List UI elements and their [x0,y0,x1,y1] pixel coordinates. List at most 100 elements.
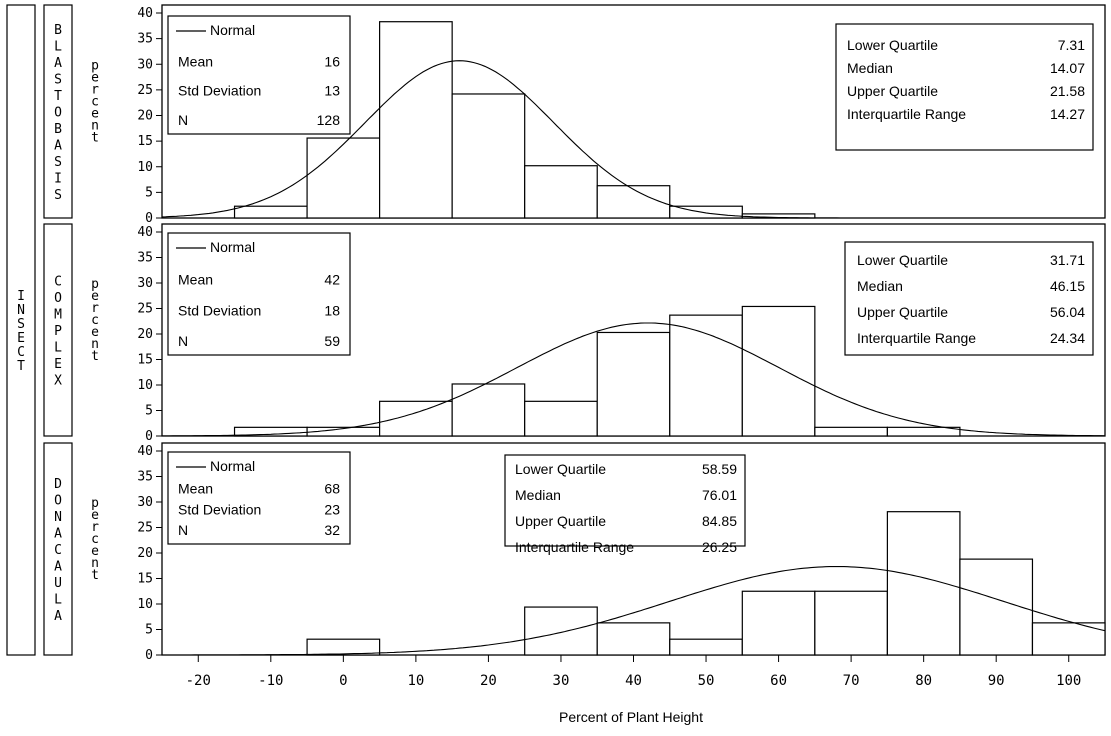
y-axis-label-letter: c [91,95,99,110]
panel-blastobasis: BLASTOBASISpercent0510152025303540Normal… [43,4,1106,226]
group-label-letter: A [54,609,62,624]
group-label-letter: S [54,73,62,88]
histogram-bar [451,383,526,437]
y-tick-label: 40 [137,225,153,240]
histogram-bar [669,205,743,219]
x-tick-label: 100 [1056,673,1081,689]
y-tick-label: 25 [137,83,153,98]
group-label-letter: A [54,56,62,71]
group-axis-letter: N [17,303,25,318]
group-label-letter: B [54,122,62,137]
histogram-bar [814,426,888,437]
y-axis-label-letter: r [91,301,99,316]
stat-value: 32 [324,522,340,538]
y-tick-label: 35 [137,32,153,47]
normal-curve [162,565,1106,656]
group-label-letter: L [54,40,62,55]
y-axis-label-letter: t [91,568,99,583]
group-label-letter: O [54,106,62,121]
group-label-letter: B [54,23,62,38]
stat-value: 13 [324,83,340,99]
x-tick-label: 10 [407,673,424,689]
group-axis-letter: S [17,317,25,332]
y-axis-label-letter: t [91,349,99,364]
y-axis-label-letter: r [91,83,99,98]
stat-value: 68 [324,481,340,497]
x-tick-label: 0 [339,673,347,689]
group-label-box [43,4,73,219]
quartile-value: 14.27 [1050,106,1085,122]
group-label-letter: C [54,275,62,290]
quartile-label: Interquartile Range [515,539,634,555]
y-tick-label: 30 [137,276,153,291]
stat-label: Std Deviation [178,302,261,318]
normal-curve [161,60,1105,219]
histogram-bar [886,511,961,656]
group-label-letter: A [54,139,62,154]
stat-value: 42 [324,272,340,288]
stat-label: N [178,522,188,538]
group-label-letter: N [54,510,62,525]
y-tick-label: 35 [137,251,153,266]
group-label-box [43,442,73,656]
legend-label: Normal [210,22,255,38]
group-label-letter: S [54,155,62,170]
y-tick-label: 25 [137,302,153,317]
histogram-bar [741,305,816,437]
y-tick-label: 5 [145,185,153,200]
y-tick-label: 40 [137,444,153,459]
quartile-label: Interquartile Range [847,106,966,122]
stats-box [167,232,351,356]
quartile-value: 56.04 [1050,304,1085,320]
stat-label: Std Deviation [178,501,261,517]
x-tick-label: 90 [988,673,1005,689]
histogram-bar [379,21,453,219]
histogram-bar [233,205,308,219]
y-tick-label: 20 [137,546,153,561]
y-axis-label-letter: e [91,325,99,340]
group-label-letter: O [54,494,62,509]
group-label-letter: M [54,308,62,323]
y-axis-label-letter: e [91,71,99,86]
quartile-value: 31.71 [1050,252,1085,268]
histogram-bar [669,638,743,656]
quartile-value: 7.31 [1058,37,1085,53]
quartile-value: 84.85 [702,513,737,529]
group-label-box [43,223,73,437]
group-label-letter: A [54,527,62,542]
y-tick-label: 10 [137,597,153,612]
y-tick-label: 15 [137,353,153,368]
normal-curve [162,322,1106,437]
y-tick-label: 35 [137,470,153,485]
legend-label: Normal [210,458,255,474]
quartile-label: Upper Quartile [857,304,948,320]
histogram-bar [524,400,598,437]
group-label-letter: L [54,341,62,356]
histogram-bar [596,331,671,437]
y-axis-label-letter: n [91,337,99,352]
stat-label: N [178,112,188,128]
quartile-box [835,23,1094,151]
y-tick-label: 5 [145,404,153,419]
y-tick-label: 0 [145,429,153,444]
y-tick-label: 40 [137,6,153,21]
x-tick-label: 70 [843,673,860,689]
stat-value: 18 [324,302,340,318]
y-axis-label-letter: c [91,313,99,328]
y-tick-label: 5 [145,623,153,638]
histogram-bar [524,165,598,219]
y-tick-label: 25 [137,521,153,536]
quartile-value: 58.59 [702,461,737,477]
stat-label: Mean [178,481,213,497]
group-label-letter: A [54,560,62,575]
group-label-letter: L [54,593,62,608]
histogram-bar [596,622,671,656]
group-label-letter: E [54,357,62,372]
stat-value: 128 [317,112,341,128]
histogram-bar [886,426,961,437]
x-tick-label: 30 [553,673,570,689]
y-tick-label: 30 [137,57,153,72]
y-tick-label: 10 [137,160,153,175]
x-tick-label: -20 [186,673,211,689]
group-label-letter: D [54,477,62,492]
